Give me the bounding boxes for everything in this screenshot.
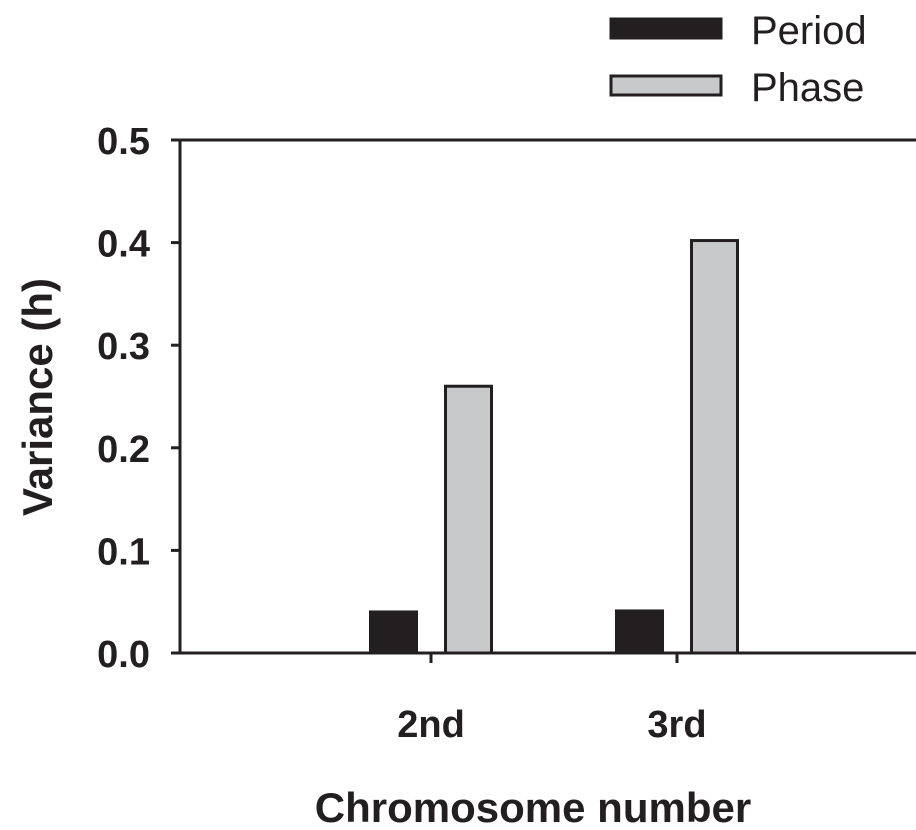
bar-phase-2nd (444, 384, 493, 655)
x-axis: 2nd 3rd (397, 653, 707, 746)
y-axis-title: Variance (h) (14, 278, 61, 516)
legend: Period Phase (609, 9, 867, 110)
y-tick-label-4: 0.4 (97, 224, 150, 266)
x-tick-label-0: 2nd (397, 704, 465, 746)
x-tick-label-1: 3rd (647, 704, 706, 746)
y-tick-label-5: 0.5 (97, 121, 150, 163)
y-tick-label-1: 0.1 (97, 531, 150, 573)
x-axis-title: Chromosome number (315, 784, 751, 830)
bar-period-3rd (615, 609, 664, 655)
y-tick-label-2: 0.2 (97, 429, 150, 471)
legend-item-phase: Phase (609, 66, 864, 110)
y-axis: 0.0 0.1 0.2 0.3 0.4 0.5 (97, 121, 180, 676)
bar-period-2nd (369, 610, 418, 655)
y-tick-label-0: 0.0 (97, 634, 150, 676)
legend-label-phase: Phase (751, 66, 864, 110)
legend-item-period: Period (609, 9, 867, 53)
legend-swatch-period (609, 17, 723, 40)
y-tick-label-3: 0.3 (97, 326, 150, 368)
bars (369, 239, 739, 655)
legend-swatch-phase (609, 74, 723, 97)
bar-phase-3rd (690, 239, 739, 655)
legend-label-period: Period (751, 9, 867, 53)
